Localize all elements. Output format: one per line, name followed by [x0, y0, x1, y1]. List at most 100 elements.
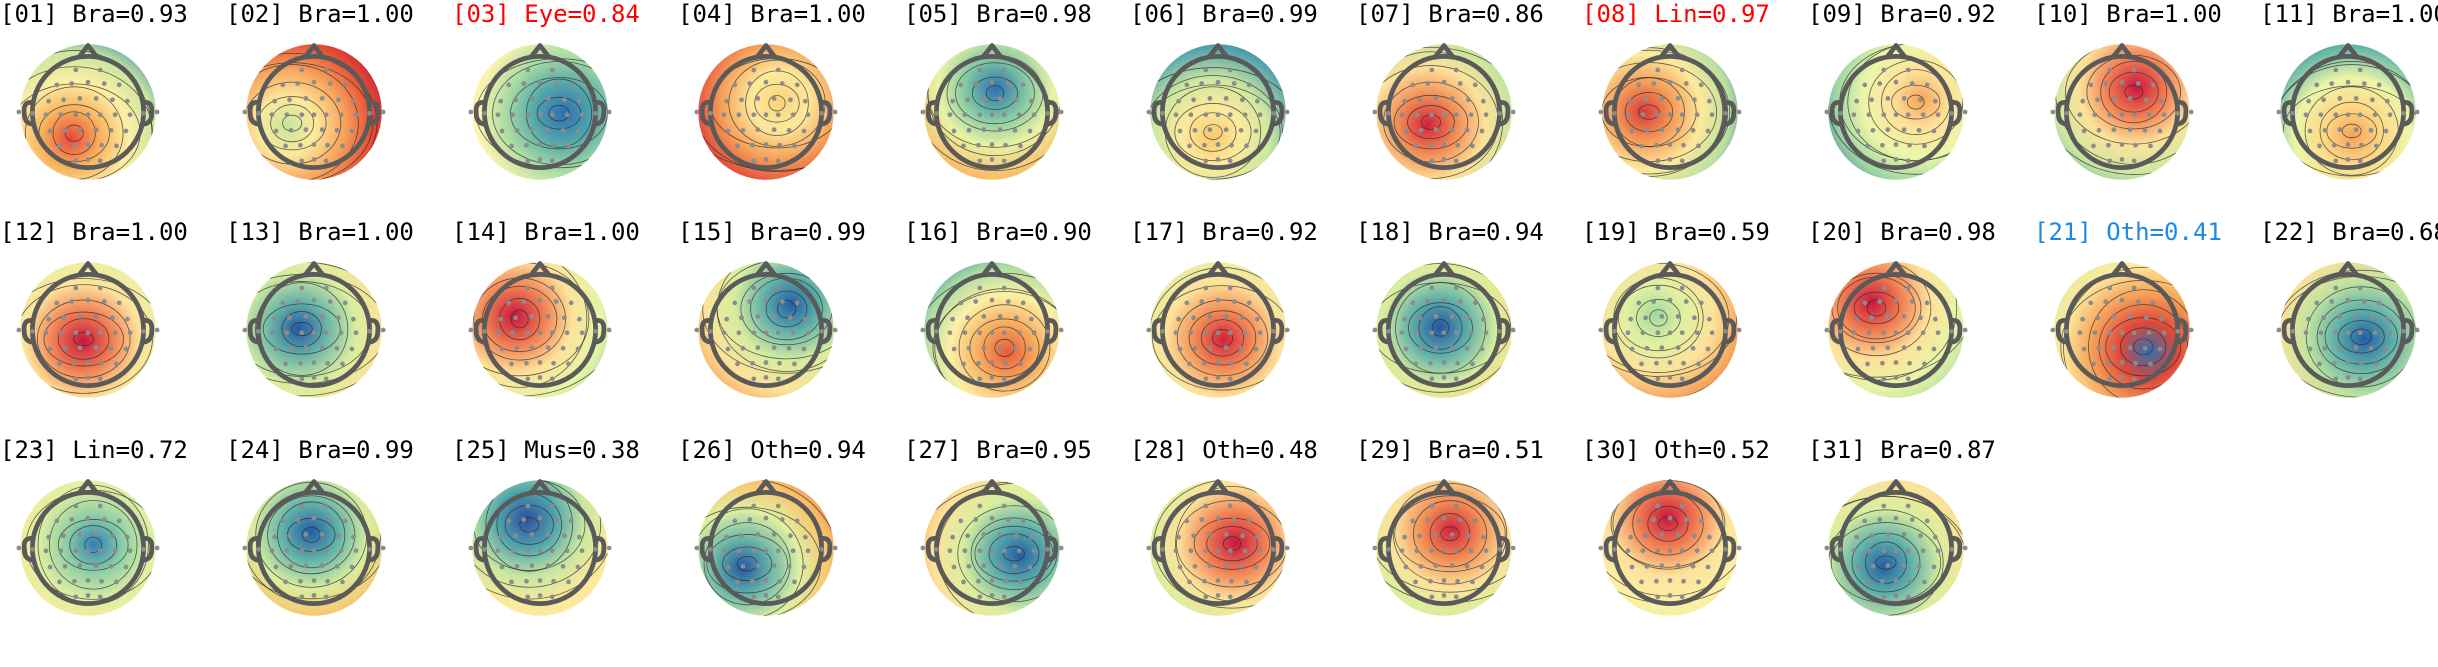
sensor-dot [2131, 67, 2137, 73]
sensor-dot [1428, 578, 1433, 584]
sensor-dot [499, 346, 505, 352]
sensor-dot [1851, 548, 1857, 554]
component-title-05: [05] Bra=0.98 [904, 0, 1092, 28]
sensor-dot [1905, 112, 1911, 118]
sensor-dot [1706, 98, 1712, 104]
sensor-dot [2081, 346, 2087, 352]
sensor-dot [73, 503, 79, 509]
sensor-dot [1227, 376, 1233, 382]
component-panel-29: [29] Bra=0.51 [1356, 436, 1556, 626]
sensor-dot [1681, 578, 1686, 584]
sensor-dot [57, 579, 62, 585]
sensor-dot [97, 376, 103, 382]
sensor-dot [93, 314, 99, 319]
sensor-dot [1433, 314, 1439, 319]
sensor-dot [141, 546, 146, 552]
sensor-dot [1433, 127, 1439, 133]
sensor-dot [1838, 328, 1843, 334]
sensor-dot [1271, 110, 1276, 116]
sensor-dot [1510, 109, 1516, 115]
sensor-dot [751, 158, 757, 164]
sensor-dot [367, 328, 372, 334]
contour-line [246, 64, 359, 180]
sensor-dot [934, 546, 939, 552]
sensor-dot [1893, 515, 1899, 521]
contour-line [1831, 272, 1922, 344]
sensor-dot [1690, 127, 1696, 133]
sensor-dot [2321, 97, 2326, 103]
sensor-dot [529, 96, 535, 101]
sensor-dot [311, 375, 317, 380]
sensor-dot [1203, 67, 1209, 73]
topomap-field [698, 262, 834, 398]
sensor-dot [110, 97, 115, 103]
sensor-dot [1901, 96, 1907, 101]
sensor-dot [2376, 82, 2382, 88]
sensor-dot [1483, 112, 1489, 118]
sensor-dot [513, 97, 518, 103]
component-panel-01: [01] Bra=0.93 [0, 0, 200, 190]
sensor-dot [1480, 98, 1486, 104]
sensor-dot [1885, 96, 1891, 101]
sensor-dot [116, 300, 122, 306]
contour-line [1189, 112, 1237, 152]
sensor-dot [280, 300, 286, 306]
sensor-dot [560, 345, 566, 351]
sensor-dot [1441, 79, 1447, 85]
sensor-dot [1014, 533, 1019, 539]
sensor-dot [141, 328, 146, 334]
contour-line [1193, 517, 1271, 570]
sensor-dot [299, 503, 305, 509]
sensor-dot [1949, 110, 1954, 116]
sensor-dot [1893, 79, 1899, 85]
sensor-dot [1199, 517, 1205, 522]
sensor-dot [1667, 548, 1673, 554]
sensor-dot [99, 360, 104, 366]
contour-line [1602, 49, 1731, 175]
sensor-dot [794, 518, 800, 524]
sensor-dot [1244, 579, 1249, 585]
sensor-dot [1468, 112, 1474, 118]
sensor-dot [127, 548, 133, 554]
sensor-dot [1199, 81, 1205, 86]
sensor-dot [1824, 327, 1830, 333]
sensor-dot [1231, 81, 1237, 86]
sensor-dot [1736, 545, 1742, 551]
sensor-dot [349, 564, 355, 570]
sensor-dot [560, 563, 566, 569]
sensor-dot [334, 563, 340, 569]
sensor-dot [72, 360, 77, 366]
sensor-dot [1160, 546, 1165, 552]
component-title-30: [30] Oth=0.52 [1582, 436, 1770, 464]
contour-line [1150, 67, 1286, 180]
sensor-dot [792, 579, 797, 585]
sensor-dot [16, 327, 22, 333]
sensor-dot [1257, 112, 1263, 118]
sensor-dot [1229, 578, 1234, 584]
sensor-dot [1920, 330, 1926, 336]
sensor-dot [1428, 360, 1433, 366]
contour-line [2088, 289, 2190, 398]
sensor-dot [564, 330, 570, 336]
component-panel-20: [20] Bra=0.98 [1808, 218, 2008, 408]
sensor-dot [1187, 361, 1192, 367]
contour-line [2100, 61, 2168, 124]
sensor-dot [962, 112, 968, 118]
sensor-dot [1922, 143, 1927, 149]
sensor-dot [1625, 112, 1631, 118]
sensor-dot [1238, 345, 1244, 351]
sensor-dot [1962, 327, 1968, 333]
component-title-13: [13] Bra=1.00 [226, 218, 414, 246]
sensor-dot [966, 563, 972, 569]
component-panel-02: [02] Bra=1.00 [226, 0, 426, 190]
contour-line [971, 76, 1019, 110]
sensor-dot [1418, 127, 1424, 133]
sensor-dot [529, 314, 535, 319]
contour-line [1407, 105, 1455, 140]
topomap-field [20, 480, 156, 616]
sensor-dot [568, 518, 574, 524]
sensor-dot [1215, 79, 1221, 85]
sensor-dot [1479, 128, 1485, 134]
sensor-dot [287, 97, 292, 103]
sensor-dot [1188, 548, 1194, 554]
